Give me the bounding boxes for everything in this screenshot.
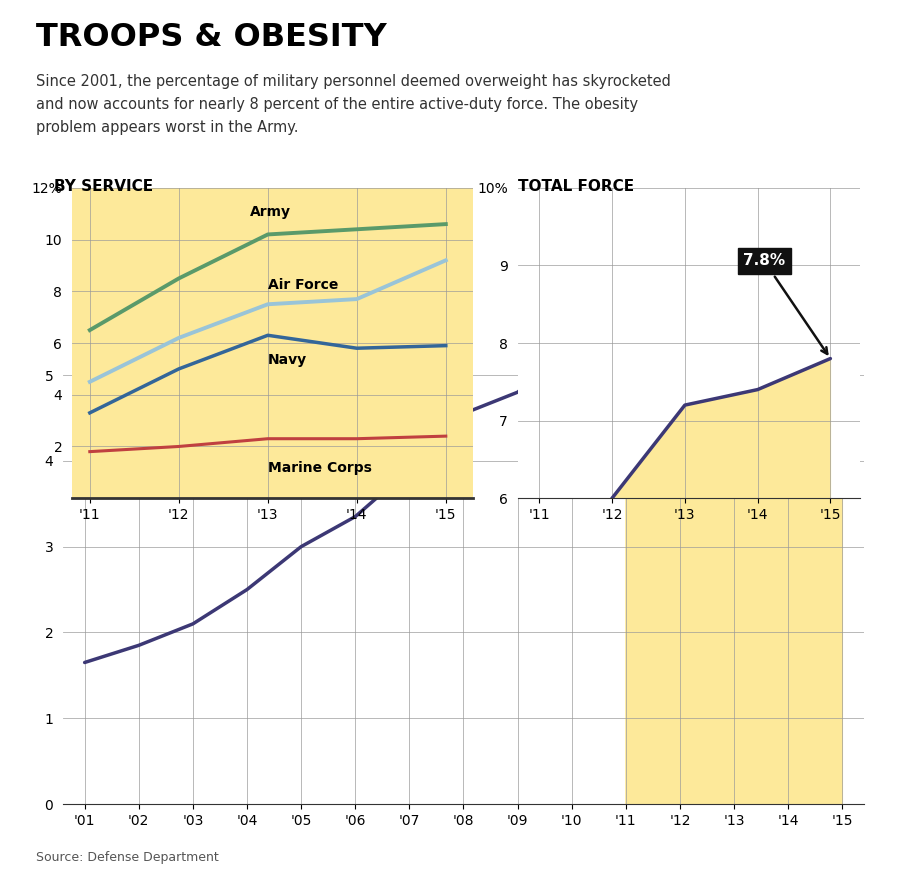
Text: 7.8%: 7.8%: [743, 253, 827, 354]
Text: Marine Corps: Marine Corps: [268, 461, 372, 475]
Text: TOTAL FORCE: TOTAL FORCE: [518, 179, 634, 194]
Text: Air Force: Air Force: [268, 278, 338, 292]
Polygon shape: [626, 135, 842, 804]
Text: Since 2001, the percentage of military personnel deemed overweight has skyrocket: Since 2001, the percentage of military p…: [36, 74, 670, 135]
Text: Navy: Navy: [268, 353, 307, 367]
Polygon shape: [612, 358, 831, 498]
Text: Source: Defense Department: Source: Defense Department: [36, 851, 219, 864]
Text: BY SERVICE: BY SERVICE: [54, 179, 153, 194]
Text: TROOPS & OBESITY: TROOPS & OBESITY: [36, 22, 387, 52]
Text: Army: Army: [250, 205, 291, 219]
